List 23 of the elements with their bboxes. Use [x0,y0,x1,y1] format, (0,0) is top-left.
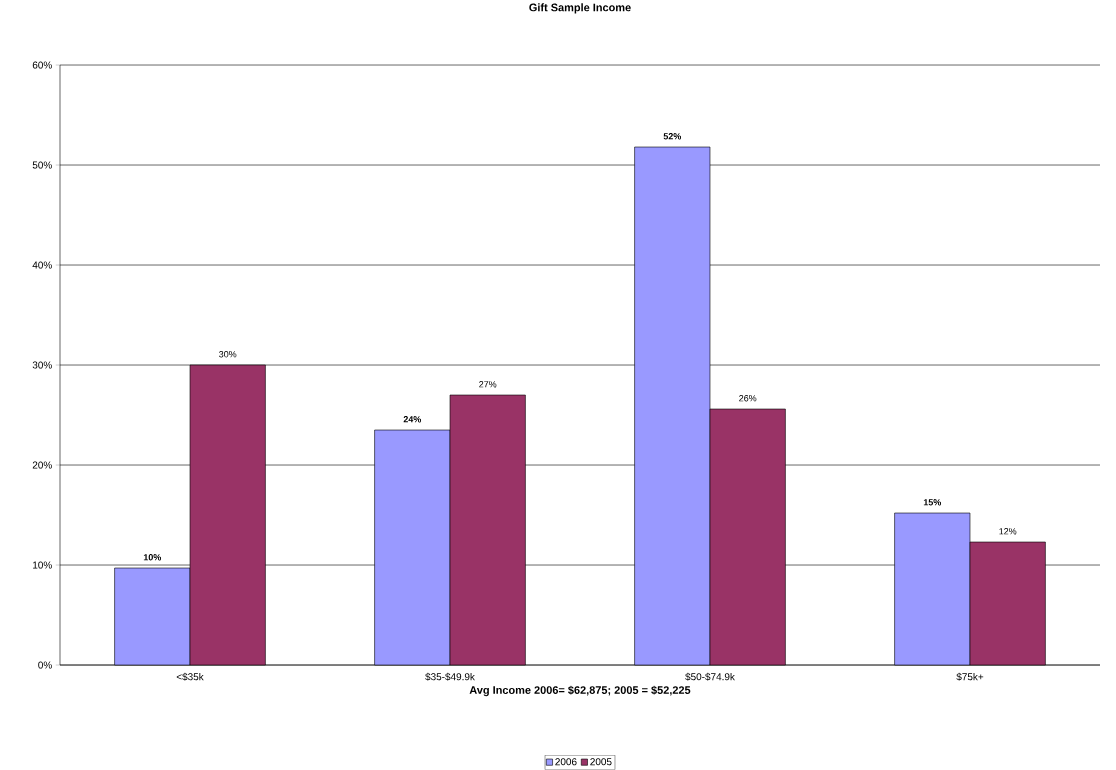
data-label: 30% [219,351,237,358]
legend-label: 2006 [555,758,577,766]
x-tick-label: $35-$49.9k [425,672,475,681]
chart-title: Gift Sample Income [529,3,631,14]
y-tick-label: 0% [38,661,52,669]
data-label: 27% [479,381,497,388]
data-label: 10% [143,554,162,561]
x-tick-label: <$35k [176,672,204,681]
data-label: 12% [999,528,1017,535]
x-tick-label: $75k+ [956,672,984,681]
y-tick-label: 40% [32,261,52,269]
data-label: 52% [663,133,682,140]
x-tick-label: $50-$74.9k [685,672,735,681]
legend-label: 2005 [590,758,612,766]
data-label: 24% [403,416,422,423]
x-axis-title: Avg Income 2006= $62,875; 2005 = $52,225 [469,685,691,697]
y-tick-label: 60% [32,61,52,69]
y-tick-label: 50% [32,161,52,169]
data-label: 15% [923,499,942,506]
data-label: 26% [739,395,757,402]
y-tick-label: 10% [33,561,52,569]
y-tick-label: 20% [32,461,52,469]
y-tick-label: 30% [32,361,52,369]
